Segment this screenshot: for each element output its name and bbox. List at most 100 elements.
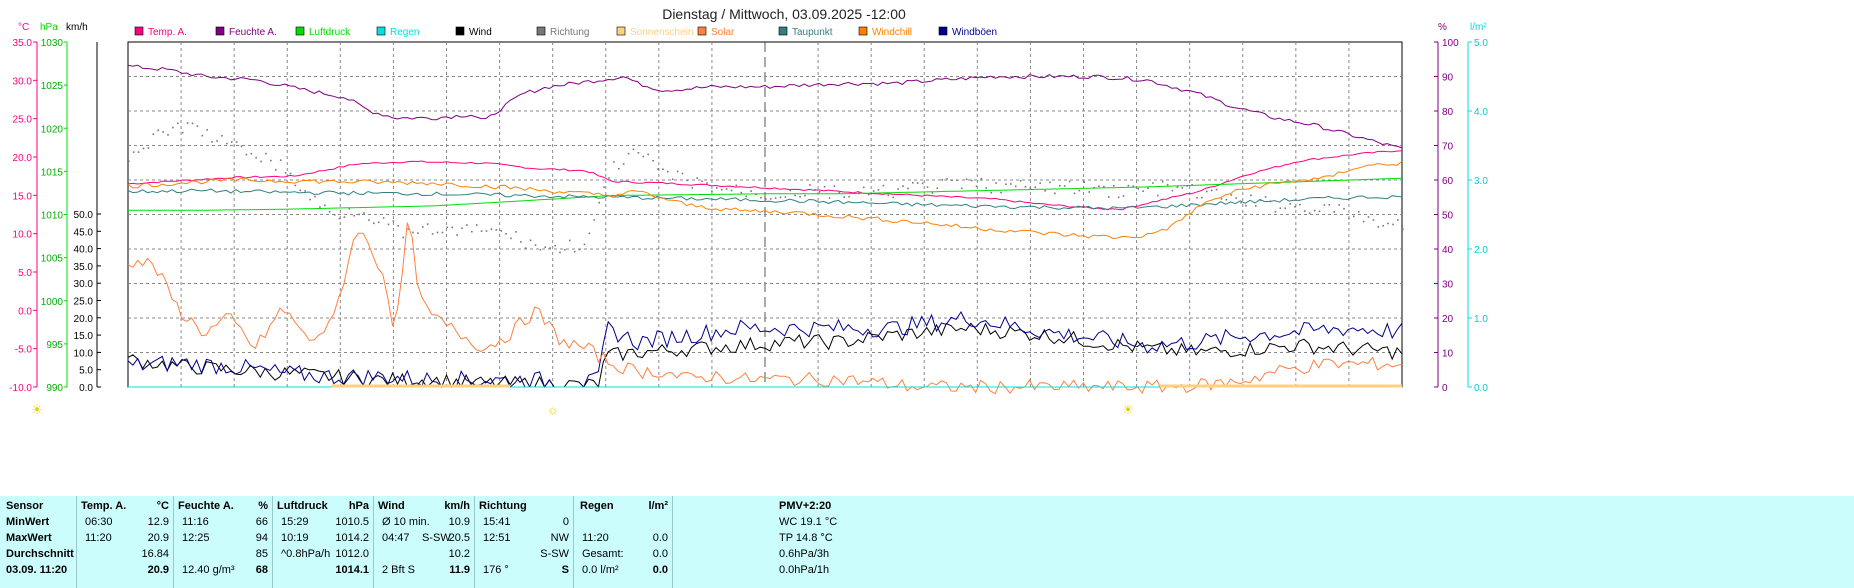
richtung-dot — [461, 227, 463, 230]
richtung-dot — [1372, 219, 1375, 221]
richtung-dot — [789, 189, 792, 192]
richtung-dot — [1343, 207, 1345, 210]
richtung-dot — [181, 131, 184, 134]
richtung-dot — [1362, 220, 1365, 223]
pct-tick: 50 — [1442, 211, 1454, 222]
richtung-dot — [1132, 185, 1135, 188]
richtung-dot — [1397, 219, 1399, 221]
richtung-dot — [319, 206, 321, 208]
wind-max-value: 20.5 — [448, 532, 470, 544]
richtung-dot — [549, 247, 551, 249]
richtung-dot — [137, 151, 140, 153]
richtung-dot — [142, 147, 145, 150]
richtung-dot — [529, 239, 532, 242]
richtung-dot — [1255, 205, 1257, 207]
richtung-dot — [1294, 205, 1296, 208]
richtung-dot — [892, 196, 894, 199]
sun-icon: ☀ — [1122, 402, 1134, 417]
richtung-current-value: S — [561, 564, 569, 576]
richtung-dot — [172, 126, 174, 129]
richtung-dot — [760, 196, 762, 199]
richtung-dot — [1387, 222, 1389, 225]
pct-tick: 60 — [1442, 176, 1454, 187]
richtung-dot — [1142, 190, 1144, 192]
richtung-dot — [730, 189, 733, 192]
richtung-dot — [755, 193, 757, 196]
richtung-dot — [132, 151, 135, 153]
richtung-dot — [907, 187, 909, 190]
temp-max-value: 20.9 — [147, 532, 169, 544]
richtung-dot — [603, 186, 605, 188]
temp-tick: 20.0 — [13, 153, 33, 164]
richtung-dot — [804, 194, 806, 197]
richtung-dot — [1010, 183, 1012, 185]
richtung-dot — [872, 190, 875, 192]
regen-current-value: 0.0 — [652, 564, 668, 576]
richtung-dot — [818, 191, 821, 193]
richtung-dot — [348, 207, 351, 210]
richtung-dot — [1279, 207, 1282, 209]
richtung-dot — [1284, 207, 1286, 210]
richtung-dot — [662, 168, 664, 171]
richtung-dot — [1264, 196, 1267, 198]
richtung-dot — [1019, 179, 1022, 182]
richtung-dot — [863, 186, 865, 189]
richtung-dot — [980, 177, 983, 180]
richtung-dot — [177, 122, 179, 125]
richtung-dot — [1117, 196, 1120, 199]
richtung-dot — [1034, 186, 1037, 189]
col-wind: Wind km/h Ø 10 min. 10.9 04:47 S-SW 20.5… — [374, 496, 475, 588]
hpa-unit: hPa — [40, 22, 58, 33]
richtung-dot — [436, 231, 439, 234]
richtung-dot — [1318, 210, 1321, 213]
rain-tick: 2.0 — [1474, 245, 1488, 256]
taupunkt-value: TP 14.8 °C — [779, 532, 833, 544]
richtung-dot — [1328, 204, 1331, 206]
richtung-dot — [1392, 223, 1394, 226]
richtung-dot — [632, 148, 635, 151]
richtung-dot — [902, 185, 904, 187]
feuchte-header: Feuchte A. — [178, 500, 234, 512]
luftdruck-unit: hPa — [348, 500, 369, 512]
richtung-dot — [191, 122, 194, 125]
richtung-dot — [324, 204, 326, 207]
richtung-dot — [858, 192, 860, 195]
temp-min-value: 12.9 — [147, 516, 169, 528]
richtung-dot — [652, 159, 654, 162]
richtung-dot — [1078, 189, 1081, 192]
luftdruck-current-value: 1014.1 — [335, 564, 369, 576]
richtung-dot — [975, 185, 978, 188]
richtung-dot — [245, 153, 248, 156]
richtung-dot — [1147, 187, 1149, 189]
richtung-dot — [490, 228, 493, 230]
temp-tick: 35.0 — [13, 38, 33, 49]
feuchte-current-value: 68 — [255, 564, 268, 576]
richtung-dot — [417, 232, 419, 235]
kmh-tick: 15.0 — [74, 331, 94, 342]
richtung-dot — [745, 195, 747, 198]
richtung-dot — [152, 133, 155, 135]
richtung-dot — [250, 152, 253, 155]
hpa-tick: 1020 — [41, 124, 64, 135]
kmh-tick: 30.0 — [74, 279, 94, 290]
legend-swatch — [376, 26, 386, 36]
luftdruck-avg-value: 1012.0 — [335, 548, 369, 560]
richtung-dot — [1240, 201, 1242, 204]
col-feuchte: Feuchte A. % 11:16 66 12:25 94 85 12.40 … — [174, 496, 273, 588]
wind-header: Wind — [378, 500, 405, 512]
richtung-dot — [740, 191, 743, 194]
rain-unit: l/m² — [1470, 22, 1487, 33]
temp-avg-value: 16.84 — [141, 548, 169, 560]
richtung-dot — [720, 188, 723, 191]
pressure-trend-1h: 0.0hPa/1h — [779, 564, 830, 576]
richtung-dot — [1201, 196, 1203, 199]
richtung-dot — [627, 152, 630, 155]
weather-chart: Dienstag / Mittwoch, 03.09.2025 -12:00 T… — [9, 6, 1488, 417]
richtung-dot — [877, 189, 880, 191]
richtung-header: Richtung — [479, 500, 527, 512]
richtung-dot — [534, 244, 537, 246]
richtung-dot — [221, 134, 223, 137]
richtung-dot — [833, 185, 836, 187]
richtung-dot — [1210, 189, 1213, 192]
richtung-dot — [941, 179, 943, 181]
